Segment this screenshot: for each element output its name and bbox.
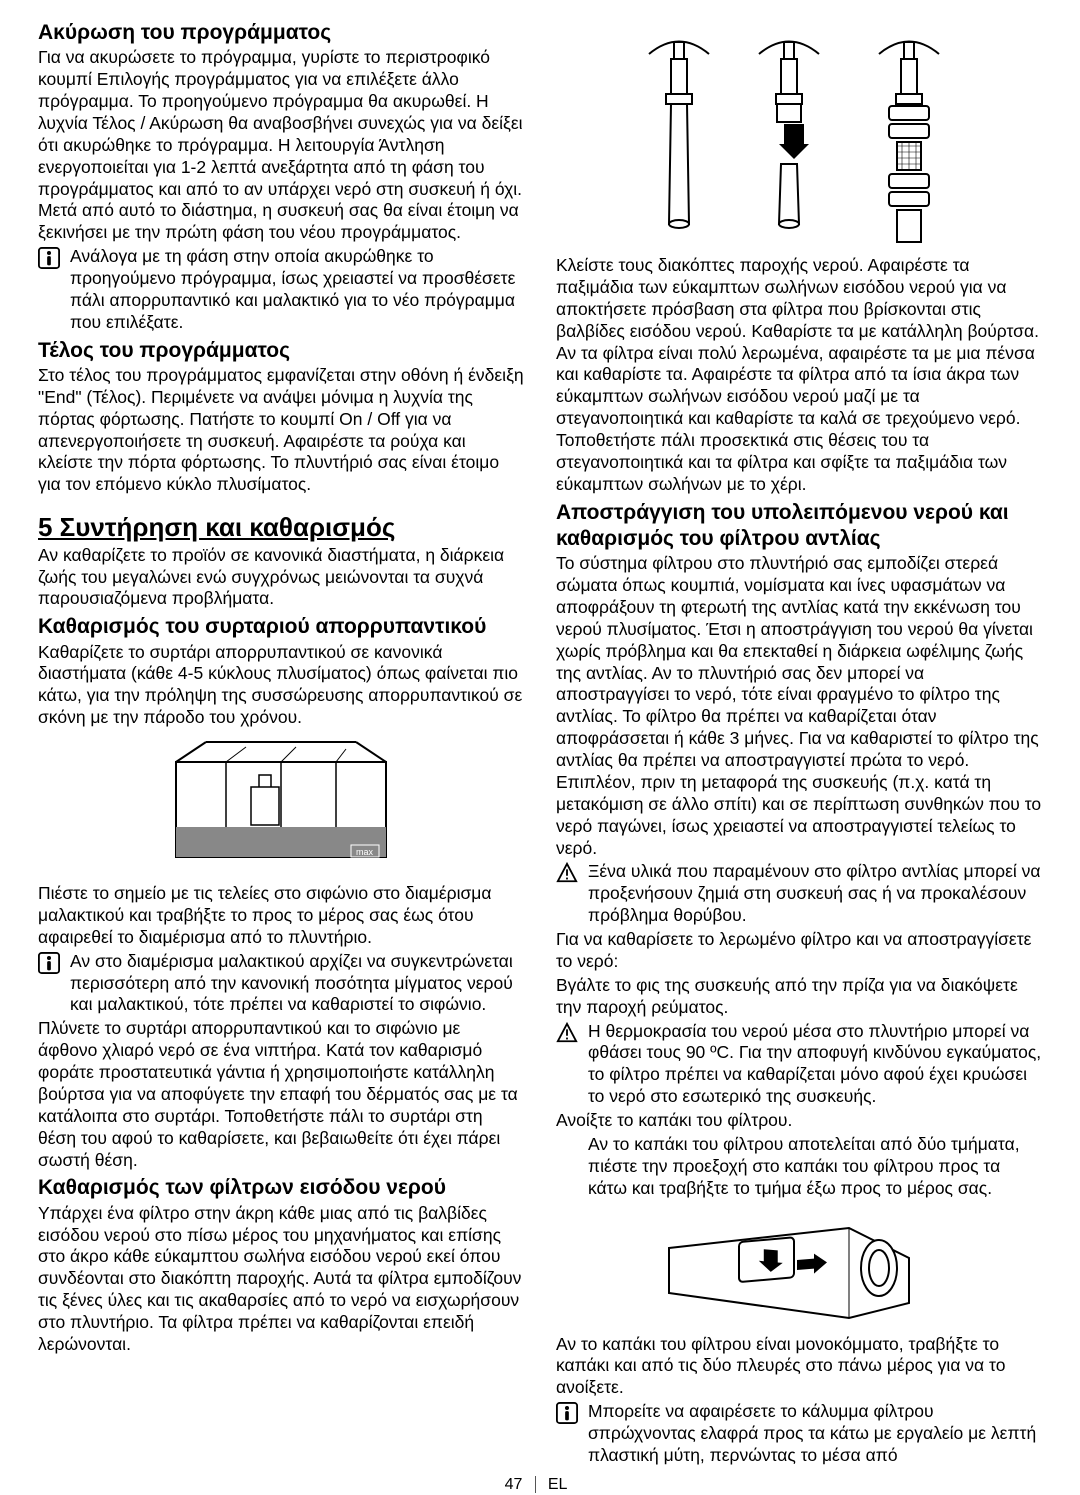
svg-text:max: max	[356, 847, 374, 857]
heading-drain: Αποστράγγιση του υπολειπόμενου νερού και…	[556, 500, 1042, 553]
para-drain-3: Βγάλτε το φις της συσκευής από την πρίζα…	[556, 975, 1042, 1019]
para-open-cap: Ανοίξτε το καπάκι του φίλτρου.	[556, 1110, 1042, 1132]
info-drawer: Αν στο διαμέρισμα μαλακτικού αρχίζει να …	[38, 951, 524, 1017]
info-cap-text: Μπορείτε να αφαιρέσετε το κάλυμμα φίλτρο…	[588, 1401, 1042, 1467]
info-cancel: Ανάλογα με τη φάση στην οποία ακυρώθηκε …	[38, 246, 524, 334]
para-open-cap-2: Αν το καπάκι του φίλτρου αποτελείται από…	[556, 1134, 1042, 1200]
warning-foreign-objects: Ξένα υλικά που παραμένουν στο φίλτρο αντ…	[556, 861, 1042, 927]
taps-illustration	[619, 24, 979, 249]
drawer-illustration: max	[156, 737, 406, 877]
para-inlet: Υπάρχει ένα φίλτρο στην άκρη κάθε μιας α…	[38, 1203, 524, 1356]
warning-hot-water: Η θερμοκρασία του νερού μέσα στο πλυντήρ…	[556, 1021, 1042, 1109]
warning-icon	[556, 1022, 578, 1044]
heading-drawer: Καθαρισμός του συρταριού απορρυπαντικού	[38, 614, 524, 640]
info-cap: Μπορείτε να αφαιρέσετε το κάλυμμα φίλτρο…	[556, 1401, 1042, 1467]
para-cap: Αν το καπάκι του φίλτρου είναι μονοκόμμα…	[556, 1334, 1042, 1400]
filter-cap-illustration	[649, 1208, 949, 1328]
two-column-layout: Ακύρωση του προγράμματος Για να ακυρώσετ…	[38, 16, 1042, 1469]
heading-cancel-program: Ακύρωση του προγράμματος	[38, 20, 524, 46]
info-icon	[556, 1402, 578, 1424]
warning-icon	[556, 862, 578, 884]
heading-end-program: Τέλος του προγράμματος	[38, 338, 524, 364]
para-drawer-3: Πλύνετε το συρτάρι απορρυπαντικού και το…	[38, 1018, 524, 1171]
info-icon	[38, 247, 60, 269]
para-cancel-program: Για να ακυρώσετε το πρόγραμμα, γυρίστε τ…	[38, 47, 524, 244]
para-drain-1: Το σύστημα φίλτρου στο πλυντήριό σας εμπ…	[556, 553, 1042, 859]
info-icon	[38, 952, 60, 974]
right-column: Κλείστε τους διακόπτες παροχής νερού. Αφ…	[556, 16, 1042, 1469]
warning-hot-text: Η θερμοκρασία του νερού μέσα στο πλυντήρ…	[588, 1021, 1042, 1109]
info-drawer-text: Αν στο διαμέρισμα μαλακτικού αρχίζει να …	[70, 951, 524, 1017]
info-cancel-text: Ανάλογα με τη φάση στην οποία ακυρώθηκε …	[70, 246, 524, 334]
para-drawer-1: Καθαρίζετε το συρτάρι απορρυπαντικού σε …	[38, 642, 524, 730]
left-column: Ακύρωση του προγράμματος Για να ακυρώσετ…	[38, 16, 524, 1469]
page-language: EL	[535, 1476, 568, 1493]
heading-inlet: Καθαρισμός των φίλτρων εισόδου νερού	[38, 1175, 524, 1201]
para-sec5: Αν καθαρίζετε το προϊόν σε κανονικά διασ…	[38, 545, 524, 611]
section-5-heading: 5 Συντήρηση και καθαρισμός	[38, 511, 524, 544]
para-drain-2: Για να καθαρίσετε το λερωμένο φίλτρο και…	[556, 929, 1042, 973]
para-end-program: Στο τέλος του προγράμματος εμφανίζεται σ…	[38, 365, 524, 496]
para-taps: Κλείστε τους διακόπτες παροχής νερού. Αφ…	[556, 255, 1042, 496]
para-drawer-2: Πιέστε το σημείο με τις τελείες στο σιφώ…	[38, 883, 524, 949]
warning-foreign-text: Ξένα υλικά που παραμένουν στο φίλτρο αντ…	[588, 861, 1042, 927]
page-number: 47	[505, 1476, 523, 1493]
